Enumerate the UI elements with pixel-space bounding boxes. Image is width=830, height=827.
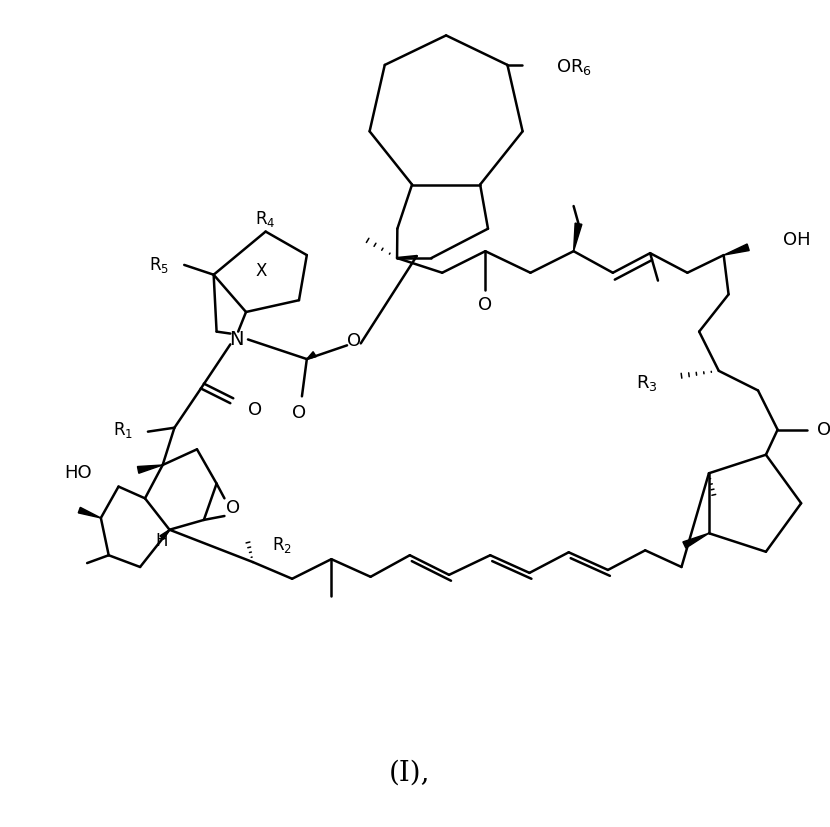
Polygon shape <box>78 507 101 518</box>
Text: H: H <box>155 533 168 551</box>
Polygon shape <box>683 533 709 548</box>
Polygon shape <box>160 530 169 539</box>
Text: O: O <box>817 421 830 438</box>
Text: O: O <box>347 332 361 351</box>
Text: R$_1$: R$_1$ <box>113 419 134 440</box>
Polygon shape <box>138 465 163 473</box>
Polygon shape <box>574 223 582 251</box>
Text: R$_3$: R$_3$ <box>637 373 658 393</box>
Text: O: O <box>478 296 492 314</box>
Text: R$_4$: R$_4$ <box>256 208 276 229</box>
Polygon shape <box>307 351 316 359</box>
Text: OH: OH <box>783 232 810 250</box>
Text: R$_5$: R$_5$ <box>149 255 169 275</box>
Polygon shape <box>724 244 749 255</box>
Text: (I),: (I), <box>389 759 431 786</box>
Text: O: O <box>227 500 241 517</box>
Text: O: O <box>292 404 306 422</box>
Text: HO: HO <box>65 464 92 482</box>
Text: O: O <box>248 401 262 419</box>
Text: X: X <box>255 262 266 280</box>
Text: R$_2$: R$_2$ <box>272 535 292 556</box>
Text: OR$_6$: OR$_6$ <box>556 57 593 77</box>
Text: N: N <box>229 330 243 349</box>
